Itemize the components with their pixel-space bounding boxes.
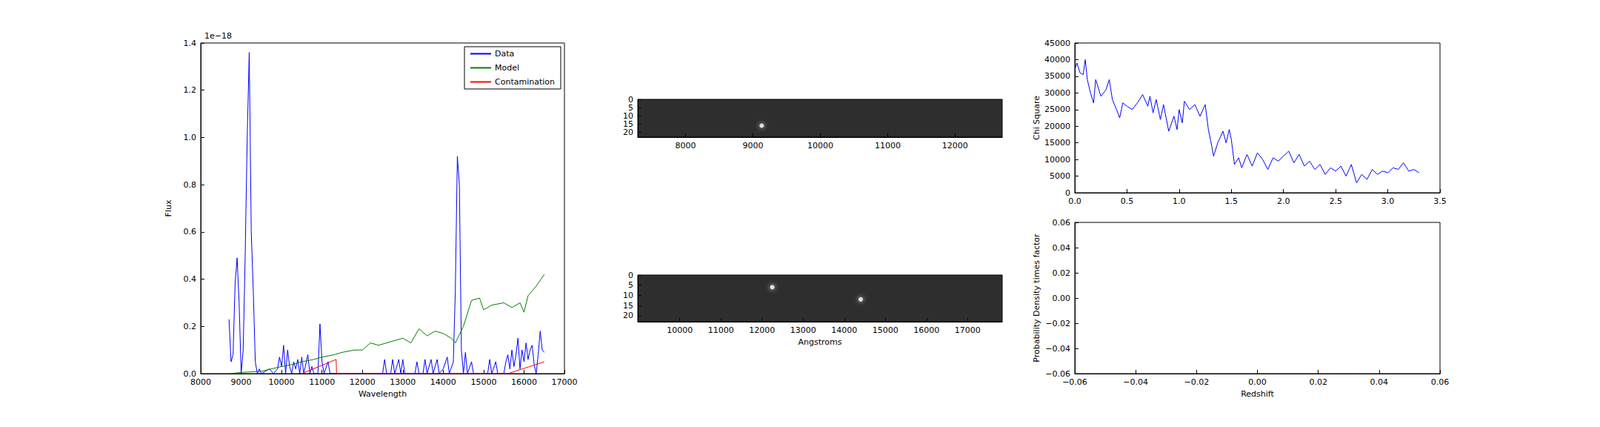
svg-text:8000: 8000 (675, 140, 697, 151)
svg-text:1.5: 1.5 (1225, 196, 1239, 206)
svg-text:0.00: 0.00 (1052, 293, 1072, 303)
svg-text:20: 20 (622, 310, 634, 320)
svg-text:16000: 16000 (913, 325, 940, 335)
svg-text:Model: Model (494, 62, 520, 73)
svg-text:3.5: 3.5 (1433, 196, 1447, 206)
svg-text:5000: 5000 (1049, 171, 1071, 181)
svg-text:Flux: Flux (163, 199, 174, 217)
svg-text:25000: 25000 (1044, 104, 1071, 115)
svg-text:12000: 12000 (349, 377, 376, 387)
svg-text:12000: 12000 (942, 140, 969, 151)
svg-text:10000: 10000 (268, 377, 295, 387)
svg-text:15000: 15000 (872, 325, 899, 335)
svg-text:0.04: 0.04 (1370, 377, 1389, 387)
svg-text:17000: 17000 (954, 325, 981, 335)
svg-text:45000: 45000 (1044, 38, 1071, 49)
svg-text:Angstroms: Angstroms (798, 337, 843, 347)
svg-text:30000: 30000 (1044, 88, 1071, 98)
svg-text:35000: 35000 (1044, 71, 1071, 81)
svg-text:14000: 14000 (831, 325, 858, 335)
svg-text:−0.04: −0.04 (1122, 377, 1149, 387)
svg-text:0.4: 0.4 (183, 274, 198, 284)
svg-text:10: 10 (622, 290, 634, 300)
svg-text:3.0: 3.0 (1381, 196, 1395, 206)
svg-text:13000: 13000 (790, 325, 817, 335)
svg-text:Probability Density times fact: Probability Density times factor (1031, 233, 1042, 363)
svg-text:0.00: 0.00 (1248, 377, 1267, 387)
svg-text:−0.06: −0.06 (1062, 377, 1088, 387)
svg-text:15: 15 (622, 119, 634, 129)
svg-text:9000: 9000 (231, 377, 252, 387)
svg-text:2.5: 2.5 (1328, 196, 1343, 206)
svg-text:11000: 11000 (708, 325, 735, 335)
svg-text:1.2: 1.2 (183, 85, 198, 95)
svg-text:0.5: 0.5 (1120, 196, 1135, 206)
svg-text:5: 5 (628, 280, 634, 290)
svg-text:10: 10 (622, 110, 634, 121)
svg-text:Wavelength: Wavelength (358, 388, 407, 399)
svg-text:1.0: 1.0 (183, 132, 198, 143)
svg-text:−0.06: −0.06 (1045, 368, 1071, 379)
svg-text:15000: 15000 (470, 377, 497, 387)
svg-text:0.0: 0.0 (183, 368, 197, 379)
svg-text:0.0: 0.0 (1068, 196, 1082, 206)
svg-text:Contamination: Contamination (494, 77, 555, 87)
svg-text:0.04: 0.04 (1052, 242, 1072, 253)
svg-text:0: 0 (628, 94, 634, 105)
svg-text:−0.02: −0.02 (1045, 318, 1071, 329)
svg-text:2.0: 2.0 (1277, 196, 1291, 206)
svg-text:1.0: 1.0 (1172, 196, 1186, 206)
svg-text:0: 0 (628, 270, 634, 280)
svg-text:0.06: 0.06 (1052, 217, 1072, 228)
svg-text:10000: 10000 (1044, 154, 1071, 165)
svg-text:40000: 40000 (1044, 54, 1071, 65)
svg-text:11000: 11000 (308, 377, 335, 387)
svg-text:0.06: 0.06 (1431, 377, 1450, 387)
svg-text:10000: 10000 (807, 140, 834, 151)
svg-text:12000: 12000 (748, 325, 775, 335)
svg-text:17000: 17000 (551, 377, 578, 387)
svg-text:13000: 13000 (389, 377, 416, 387)
svg-text:11000: 11000 (874, 140, 901, 151)
svg-text:20000: 20000 (1044, 121, 1071, 132)
svg-text:0.02: 0.02 (1308, 377, 1328, 387)
svg-text:9000: 9000 (742, 140, 764, 151)
svg-text:10000: 10000 (666, 325, 693, 335)
svg-text:1e−18: 1e−18 (204, 31, 232, 41)
svg-text:8000: 8000 (190, 377, 212, 387)
svg-text:1.4: 1.4 (183, 38, 198, 49)
svg-text:14000: 14000 (430, 377, 457, 387)
svg-text:−0.02: −0.02 (1183, 377, 1209, 387)
svg-text:20: 20 (622, 127, 634, 138)
svg-text:15: 15 (622, 300, 634, 311)
svg-text:Data: Data (494, 48, 515, 59)
svg-text:0.8: 0.8 (183, 180, 198, 190)
svg-text:0.2: 0.2 (183, 321, 198, 332)
svg-text:−0.04: −0.04 (1045, 343, 1071, 354)
svg-text:5: 5 (628, 102, 634, 113)
svg-text:16000: 16000 (511, 377, 538, 387)
svg-text:0: 0 (1065, 187, 1071, 198)
svg-text:Redshift: Redshift (1240, 388, 1275, 399)
svg-text:Chi Square: Chi Square (1031, 95, 1042, 140)
svg-text:0.6: 0.6 (183, 226, 198, 237)
svg-text:15000: 15000 (1044, 137, 1071, 148)
svg-text:0.02: 0.02 (1052, 268, 1072, 278)
